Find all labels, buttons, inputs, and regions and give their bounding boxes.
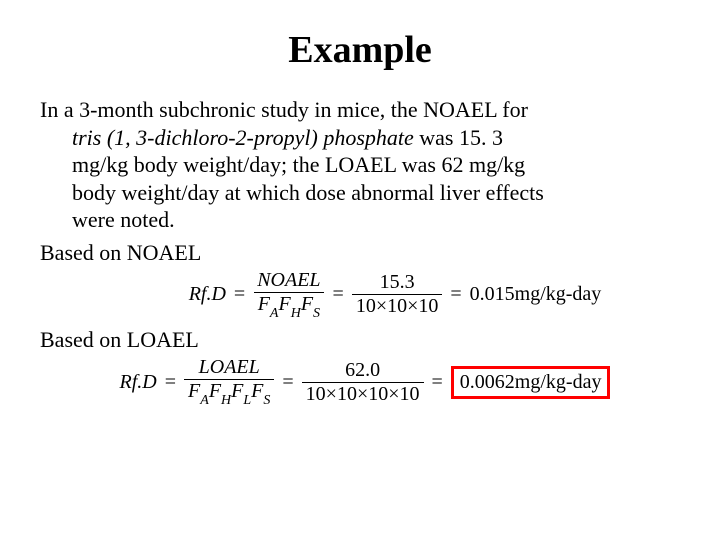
para-line4: body weight/day at which dose abnormal l…	[40, 179, 680, 207]
equation-loael: Rf.D = LOAEL FAFHFLFS = 62.0 10×10×10×10…	[40, 357, 680, 407]
eq2-num1: LOAEL	[195, 357, 264, 379]
equals-sign: =	[282, 371, 293, 394]
eq1-fh-sub: H	[291, 306, 301, 321]
slide-title: Example	[40, 28, 680, 72]
eq2-result-highlight: 0.0062mg/kg-day	[451, 366, 611, 399]
compound-name: tris (1, 3-dichloro-2-propyl) phosphate	[72, 125, 414, 150]
based-on-loael-label: Based on LOAEL	[40, 327, 680, 353]
eq2-fh-sub: H	[221, 393, 231, 408]
eq1-num2: 15.3	[376, 272, 419, 294]
eq1-frac2: 15.3 10×10×10	[352, 272, 443, 317]
eq1-den1: FAFHFS	[254, 292, 324, 320]
eq2-den2: 10×10×10×10	[302, 382, 424, 405]
equals-sign: =	[333, 283, 344, 306]
paragraph: In a 3-month subchronic study in mice, t…	[40, 96, 680, 234]
eq2-num2: 62.0	[341, 360, 384, 382]
eq2-result: 0.0062mg/kg-day	[460, 371, 602, 393]
eq1-num1: NOAEL	[253, 270, 324, 292]
eq1-result: 0.015mg/kg-day	[470, 283, 602, 306]
eq1-lhs: Rf.D	[189, 283, 226, 306]
eq2-fs: F	[251, 380, 263, 402]
eq2-frac2: 62.0 10×10×10×10	[302, 360, 424, 405]
eq2-lhs: Rf.D	[120, 371, 157, 394]
eq1-fs: F	[301, 293, 313, 315]
eq2-frac1: LOAEL FAFHFLFS	[184, 357, 274, 407]
para-line1: In a 3-month subchronic study in mice, t…	[40, 97, 528, 122]
eq2-fa-sub: A	[200, 393, 209, 408]
eq1-den2: 10×10×10	[352, 294, 443, 317]
equation-noael: Rf.D = NOAEL FAFHFS = 15.3 10×10×10 = 0.…	[40, 270, 680, 320]
para-line3: mg/kg body weight/day; the LOAEL was 62 …	[40, 151, 680, 179]
based-on-noael-label: Based on NOAEL	[40, 240, 680, 266]
eq2-fh: F	[209, 380, 221, 402]
equals-sign: =	[450, 283, 461, 306]
eq2-fl: F	[231, 380, 243, 402]
eq1-frac1: NOAEL FAFHFS	[253, 270, 324, 320]
eq2-den1: FAFHFLFS	[184, 379, 274, 407]
eq2-fa: F	[188, 380, 200, 402]
para-line2-rest: was 15. 3	[414, 125, 503, 150]
eq2-fl-sub: L	[243, 393, 251, 408]
eq2-fs-sub: S	[263, 393, 270, 408]
equals-sign: =	[165, 371, 176, 394]
eq1-fs-sub: S	[313, 306, 320, 321]
eq1-fa-sub: A	[270, 306, 279, 321]
eq1-fh: F	[278, 293, 290, 315]
para-line5: were noted.	[40, 206, 680, 234]
equals-sign: =	[432, 371, 443, 394]
eq1-fa: F	[258, 293, 270, 315]
equals-sign: =	[234, 283, 245, 306]
